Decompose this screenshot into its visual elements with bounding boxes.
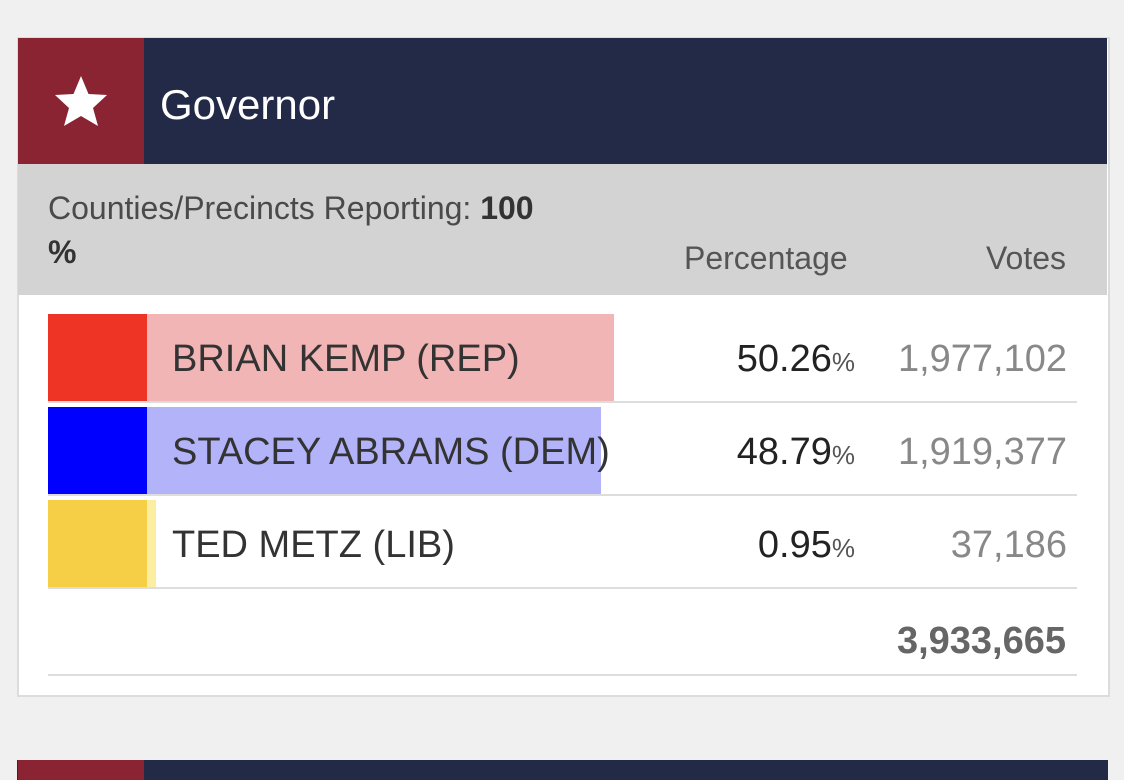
- percentage-value: 48.79: [736, 431, 832, 473]
- next-star-box: [18, 760, 144, 780]
- candidate-row: BRIAN KEMP (REP) 50.26% 1,977,102: [48, 314, 1077, 403]
- candidate-name: TED METZ (LIB): [172, 524, 455, 566]
- reporting-unit: %: [48, 234, 77, 270]
- candidate-name: BRIAN KEMP (REP): [172, 338, 520, 380]
- divider: [48, 674, 1077, 676]
- next-card-header: [17, 760, 1108, 780]
- vote-bar: [147, 407, 601, 494]
- percent-unit: %: [831, 440, 855, 470]
- star-box: [18, 38, 144, 164]
- votes: 1,919,377: [897, 431, 1067, 473]
- candidate-row: STACEY ABRAMS (DEM) 48.79% 1,919,377: [48, 407, 1077, 496]
- total-votes: 3,933,665: [896, 620, 1066, 662]
- votes: 1,977,102: [897, 338, 1067, 380]
- vote-bar: [147, 500, 156, 587]
- race-title: Governor: [160, 81, 336, 128]
- party-swatch: [48, 407, 147, 494]
- star-icon: [55, 76, 107, 126]
- card-header: [18, 38, 1107, 164]
- percentage-value: 0.95: [757, 524, 832, 566]
- reporting: Counties/Precincts Reporting: 100%: [48, 186, 608, 274]
- vote-bar: [147, 314, 615, 401]
- percent-unit: %: [831, 533, 855, 563]
- reporting-label: Counties/Precincts Reporting:: [48, 190, 472, 226]
- percentage: 0.95%: [758, 522, 855, 571]
- subheader: [18, 164, 1107, 295]
- percentage: 48.79%: [737, 429, 855, 478]
- votes: 37,186: [950, 524, 1067, 566]
- percentage: 50.26%: [737, 336, 855, 385]
- column-header: Percentage: [684, 240, 848, 276]
- candidate-row: TED METZ (LIB) 0.95% 37,186: [48, 500, 1077, 589]
- percentage-value: 50.26: [736, 338, 832, 380]
- column-header: Votes: [985, 240, 1066, 276]
- percent-unit: %: [831, 347, 855, 377]
- party-swatch: [48, 314, 147, 401]
- candidate-name: STACEY ABRAMS (DEM): [172, 431, 610, 473]
- party-swatch: [48, 500, 147, 587]
- reporting-value: 100: [480, 190, 534, 226]
